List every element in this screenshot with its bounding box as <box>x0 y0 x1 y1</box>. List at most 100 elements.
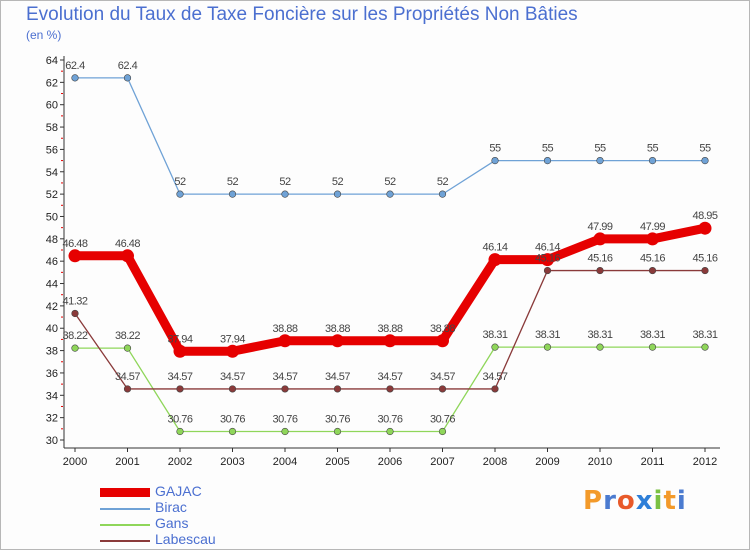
y-tick-label: 32 <box>46 413 58 425</box>
x-tick-label: 2010 <box>588 456 612 468</box>
y-tick-label: 30 <box>46 435 58 447</box>
legend-label-gajac: GAJAC <box>155 483 202 499</box>
data-label-gans: 30.76 <box>377 414 402 426</box>
data-point-birac <box>123 74 132 82</box>
data-label-labescau: 34.57 <box>272 371 297 383</box>
data-label-gajac: 46.14 <box>482 242 507 254</box>
data-label-gans: 38.22 <box>62 330 87 342</box>
data-point-gans <box>438 427 447 436</box>
data-point-labescau <box>123 385 132 393</box>
data-point-labescau <box>281 385 289 393</box>
data-label-gajac: 37.94 <box>220 333 245 345</box>
data-label-birac: 55 <box>489 143 501 155</box>
data-point-gans <box>228 427 237 436</box>
logo-letter: o <box>616 486 636 516</box>
data-label-birac: 55 <box>647 143 659 155</box>
x-tick-label: 2000 <box>63 456 87 468</box>
data-point-gajac <box>68 249 82 263</box>
data-point-gans <box>333 427 342 436</box>
data-label-labescau: 34.57 <box>115 371 140 383</box>
proxiti-logo: Proxiti <box>583 486 687 516</box>
data-label-birac: 62.4 <box>65 60 85 72</box>
x-tick-label: 2005 <box>325 456 349 468</box>
data-point-gajac <box>646 232 659 246</box>
y-tick-label: 44 <box>46 279 58 291</box>
data-point-birac <box>596 156 604 165</box>
data-label-birac: 55 <box>699 143 711 155</box>
data-label-gajac: 46.14 <box>535 242 560 254</box>
chart-data-labels: 46.48 46.48 37.94 37.94 38.88 38.88 38.88 38.88… <box>62 60 718 426</box>
data-label-gans: 38.31 <box>692 329 717 341</box>
legend-swatch-birac <box>100 508 150 510</box>
data-label-gans: 38.22 <box>115 330 140 342</box>
data-label-birac: 52 <box>384 176 396 188</box>
data-label-birac: 55 <box>594 143 606 155</box>
data-label-labescau: 34.57 <box>220 371 245 383</box>
data-label-gajac: 37.94 <box>167 333 192 345</box>
x-tick-label: 2007 <box>430 456 454 468</box>
legend-swatch-labescau <box>100 540 150 542</box>
data-label-birac: 52 <box>437 176 449 188</box>
y-tick-label: 62 <box>46 77 58 89</box>
data-label-gajac: 47.99 <box>640 221 665 233</box>
data-point-gajac <box>593 232 607 246</box>
data-point-labescau <box>543 266 552 275</box>
data-point-birac <box>386 190 394 198</box>
data-label-birac: 52 <box>174 176 186 188</box>
y-tick-label: 64 <box>46 55 58 67</box>
data-point-gans <box>543 343 552 351</box>
data-point-labescau <box>228 385 237 393</box>
data-point-birac <box>176 190 184 198</box>
x-tick-label: 2012 <box>693 456 717 468</box>
data-label-gans: 30.76 <box>325 414 350 426</box>
x-tick-label: 2009 <box>535 456 559 468</box>
data-point-gajac <box>278 334 292 348</box>
data-label-labescau: 34.57 <box>167 371 192 383</box>
data-point-birac <box>648 156 657 165</box>
x-tick-label: 2004 <box>273 456 297 468</box>
y-tick-label: 60 <box>46 100 58 112</box>
data-label-gans: 38.31 <box>587 329 612 341</box>
data-point-birac <box>491 156 499 165</box>
data-point-gans <box>281 427 289 436</box>
data-label-labescau: 41.32 <box>62 295 87 307</box>
data-point-labescau <box>648 266 657 275</box>
data-label-labescau: 45.16 <box>535 253 560 265</box>
data-point-labescau <box>701 266 709 275</box>
data-label-labescau: 34.57 <box>325 371 350 383</box>
data-label-labescau: 45.16 <box>692 253 717 265</box>
logo-letter: r <box>603 486 617 516</box>
data-label-gajac: 38.88 <box>430 323 455 335</box>
data-label-gans: 30.76 <box>430 414 455 426</box>
logo-letter: i <box>676 486 687 516</box>
data-label-gajac: 47.99 <box>587 221 612 233</box>
chart-subtitle: (en %) <box>26 28 62 42</box>
data-point-birac <box>333 190 342 198</box>
x-tick-label: 2008 <box>483 456 507 468</box>
data-point-gajac <box>698 221 712 235</box>
y-tick-label: 58 <box>46 122 58 134</box>
data-point-gans <box>491 343 499 351</box>
data-point-labescau <box>386 385 394 393</box>
x-tick-label: 2003 <box>220 456 244 468</box>
logo-letter: t <box>663 486 677 516</box>
data-label-gans: 38.31 <box>640 329 665 341</box>
data-label-gajac: 46.48 <box>115 238 140 250</box>
y-tick-label: 36 <box>46 368 58 380</box>
x-tick-label: 2001 <box>115 456 139 468</box>
legend-swatch-gans <box>100 524 150 526</box>
data-label-birac: 55 <box>542 143 554 155</box>
data-point-gans <box>123 344 132 352</box>
y-tick-label: 38 <box>46 346 58 358</box>
x-tick-label: 2002 <box>168 456 192 468</box>
data-point-gans <box>71 344 79 352</box>
data-point-gans <box>648 343 657 351</box>
data-label-gajac: 38.88 <box>325 323 350 335</box>
data-label-labescau: 45.16 <box>640 253 665 265</box>
chart-axes: 30 32 34 36 38 40 42 44 46 48 50 52 54 56 58 60 62 64 2000… <box>46 55 720 468</box>
logo-letter: x <box>635 486 654 516</box>
data-label-labescau: 34.57 <box>377 371 402 383</box>
y-tick-label: 54 <box>46 167 58 179</box>
y-tick-label: 52 <box>46 189 58 201</box>
y-tick-label: 42 <box>46 301 58 313</box>
